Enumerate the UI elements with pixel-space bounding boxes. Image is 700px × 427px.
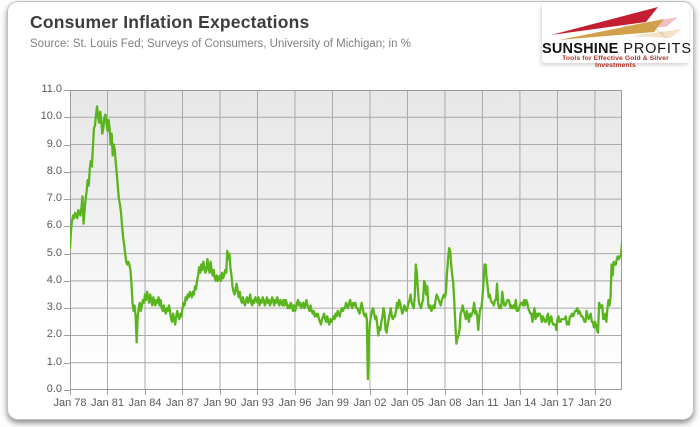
y-axis-label: 3.0	[46, 301, 62, 314]
x-axis-tick	[557, 390, 559, 395]
y-axis-tick	[64, 171, 70, 173]
x-axis-label: Jan 17	[540, 397, 574, 409]
y-axis-label: 2.0	[46, 328, 62, 341]
x-axis-label: Jan 14	[503, 397, 537, 409]
logo-name: SUNSHINE PROFITS	[542, 41, 692, 57]
x-axis-label: Jan 02	[353, 397, 387, 409]
x-axis-tick	[332, 390, 334, 395]
x-axis-label: Jan 93	[240, 397, 274, 409]
x-axis-label: Jan 87	[165, 397, 199, 409]
x-axis-label: Jan 96	[278, 397, 312, 409]
x-axis-label: Jan 84	[128, 397, 162, 409]
x-axis-tick	[144, 390, 146, 395]
chart-plot-area	[70, 90, 622, 390]
x-axis-tick	[594, 390, 596, 395]
x-axis-tick	[369, 390, 371, 395]
x-axis-tick	[519, 390, 521, 395]
inflation-expectations-line	[70, 105, 622, 381]
y-axis-label: 0.0	[46, 383, 62, 395]
x-axis-label: Jan 05	[390, 397, 424, 409]
y-axis-tick	[64, 253, 70, 255]
y-axis-label: 7.0	[46, 192, 62, 205]
x-axis-label: Jan 90	[203, 397, 237, 409]
logo-name-bold: SUNSHINE	[542, 41, 619, 57]
y-axis-label: 5.0	[46, 246, 62, 259]
x-axis-tick	[294, 390, 296, 395]
y-axis-label: 11.0	[41, 83, 62, 95]
x-axis-tick	[407, 390, 409, 395]
y-axis-label: 10.0	[40, 110, 62, 123]
x-axis-tick	[182, 390, 184, 395]
y-axis-tick	[64, 280, 70, 282]
x-axis-label: Jan 81	[90, 397, 124, 409]
y-axis-tick	[64, 308, 70, 310]
x-axis-tick	[219, 390, 221, 395]
logo-tagline: Tools for Effective Gold & Silver Invest…	[562, 55, 669, 69]
logo-arrows-icon	[551, 7, 682, 40]
x-axis-tick	[482, 390, 484, 395]
source-subtitle: Source: St. Louis Fed; Surveys of Consum…	[30, 38, 411, 50]
x-axis-label: Jan 99	[315, 397, 349, 409]
x-axis-label: Jan 78	[53, 397, 87, 409]
x-axis-label: Jan 20	[578, 397, 612, 409]
y-axis-label: 8.0	[46, 164, 62, 177]
y-axis-tick	[64, 362, 70, 364]
page-title: Consumer Inflation Expectations	[30, 12, 310, 32]
logo-name-light: PROFITS	[618, 41, 692, 57]
y-axis-tick	[64, 117, 70, 119]
y-axis-label: 1.0	[46, 355, 62, 368]
y-axis-label: 4.0	[46, 273, 62, 286]
y-axis-tick	[64, 199, 70, 201]
sunshine-profits-logo: SUNSHINE PROFITS Tools for Effective Gol…	[542, 3, 692, 69]
x-axis-label: Jan 11	[466, 397, 499, 409]
x-axis-tick	[257, 390, 259, 395]
y-axis-tick	[64, 144, 70, 146]
y-axis-tick	[64, 390, 70, 391]
x-axis-tick	[107, 390, 109, 395]
y-axis-label: 9.0	[46, 137, 62, 150]
y-axis-tick	[64, 90, 70, 91]
y-axis-label: 6.0	[46, 219, 62, 232]
y-axis-tick	[64, 226, 70, 228]
x-axis-tick	[444, 390, 446, 395]
x-axis-tick	[70, 390, 71, 395]
y-axis-tick	[64, 335, 70, 337]
x-axis-label: Jan 08	[428, 397, 462, 409]
